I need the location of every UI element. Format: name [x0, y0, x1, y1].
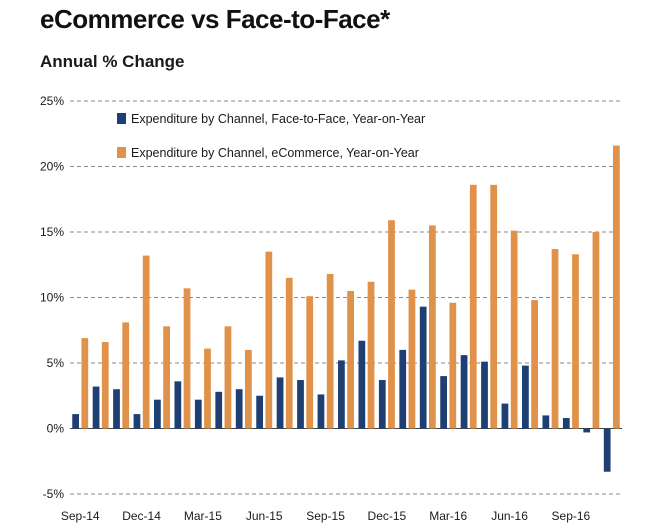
bar-ecommerce — [101, 342, 109, 429]
x-tick-label: Mar-15 — [184, 509, 222, 523]
bar-face-to-face — [133, 414, 141, 429]
bar-face-to-face — [501, 403, 509, 429]
bar-face-to-face — [378, 380, 386, 429]
bar-face-to-face — [235, 389, 243, 429]
bar-ecommerce — [388, 220, 395, 429]
bar-face-to-face — [338, 360, 345, 429]
bar-face-to-face — [603, 428, 611, 472]
bar-face-to-face — [440, 376, 447, 429]
bar-ecommerce — [163, 326, 170, 429]
bar-ecommerce — [531, 300, 538, 429]
bar-ecommerce — [183, 288, 191, 429]
x-tick-label: Dec-15 — [368, 509, 407, 523]
y-tick-label: 20% — [40, 160, 64, 174]
y-tick-label: 15% — [40, 225, 64, 239]
bar-ecommerce — [265, 251, 273, 429]
bar-face-to-face — [419, 306, 427, 429]
legend-swatch — [117, 147, 126, 158]
bar-ecommerce — [347, 290, 354, 429]
bar-face-to-face — [481, 361, 488, 429]
y-tick-label: 5% — [47, 356, 65, 370]
bar-face-to-face — [317, 394, 325, 429]
y-tick-label: 10% — [40, 291, 64, 305]
bar-ecommerce — [572, 254, 579, 429]
bar-face-to-face — [174, 381, 182, 429]
y-tick-label: 25% — [40, 94, 64, 108]
bar-face-to-face — [522, 365, 529, 429]
bar-face-to-face — [583, 428, 591, 433]
bar-face-to-face — [297, 380, 304, 429]
bar-face-to-face — [562, 418, 570, 429]
bar-face-to-face — [215, 391, 223, 429]
bar-face-to-face — [92, 386, 100, 429]
bar-face-to-face — [256, 395, 263, 429]
bar-ecommerce — [122, 322, 130, 429]
bar-ecommerce — [285, 277, 293, 429]
bar-ecommerce — [204, 348, 211, 429]
bar-ecommerce — [510, 230, 518, 429]
bar-ecommerce — [592, 232, 600, 429]
bar-ecommerce — [224, 326, 232, 429]
x-tick-label: Sep-14 — [61, 509, 100, 523]
bar-ecommerce — [142, 255, 150, 429]
bar-face-to-face — [460, 355, 468, 429]
bar-face-to-face — [542, 415, 550, 429]
x-tick-label: Mar-16 — [429, 509, 467, 523]
bar-ecommerce — [469, 184, 477, 429]
bar-face-to-face — [276, 377, 284, 429]
x-tick-label: Sep-16 — [552, 509, 591, 523]
bar-ecommerce — [551, 249, 559, 429]
legend-swatch — [117, 113, 126, 124]
bar-ecommerce — [306, 296, 314, 429]
bar-face-to-face — [72, 414, 79, 429]
y-tick-label: -5% — [43, 487, 65, 501]
bar-ecommerce — [326, 273, 334, 429]
x-tick-label: Dec-14 — [122, 509, 161, 523]
x-tick-label: Sep-15 — [306, 509, 345, 523]
legend-label: Expenditure by Channel, eCommerce, Year-… — [131, 146, 419, 160]
bar-face-to-face — [358, 340, 366, 429]
bar-ecommerce — [429, 225, 436, 429]
legend-label: Expenditure by Channel, Face-to-Face, Ye… — [131, 112, 425, 126]
bar-ecommerce — [408, 289, 416, 429]
bar-face-to-face — [113, 389, 120, 429]
bar-ecommerce — [245, 349, 252, 429]
bar-ecommerce — [449, 302, 457, 429]
chart-subtitle: Annual % Change — [40, 52, 185, 71]
bar-ecommerce — [490, 184, 498, 429]
y-tick-label: 0% — [47, 422, 65, 436]
bar-ecommerce — [81, 338, 89, 429]
x-tick-label: Jun-16 — [491, 509, 528, 523]
chart-title: eCommerce vs Face-to-Face* — [40, 4, 390, 34]
bar-face-to-face — [194, 399, 202, 429]
bar-face-to-face — [154, 399, 161, 429]
bar-face-to-face — [399, 349, 407, 429]
bar-ecommerce — [613, 145, 620, 429]
x-tick-label: Jun-15 — [246, 509, 283, 523]
bar-ecommerce — [367, 281, 375, 429]
